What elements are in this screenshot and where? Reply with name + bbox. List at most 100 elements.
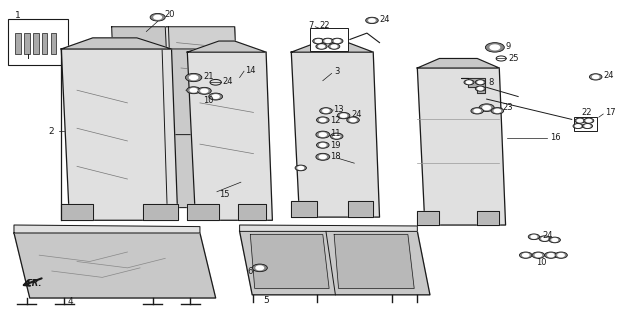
Bar [15, 33, 21, 54]
Circle shape [316, 40, 321, 43]
Circle shape [185, 73, 202, 82]
Circle shape [475, 86, 486, 91]
Circle shape [187, 87, 201, 94]
Text: 24: 24 [351, 110, 361, 119]
Circle shape [341, 114, 347, 117]
Circle shape [331, 45, 337, 48]
Circle shape [316, 142, 329, 148]
Circle shape [313, 38, 324, 44]
Circle shape [585, 125, 590, 127]
Text: 24: 24 [222, 77, 232, 86]
Polygon shape [61, 49, 178, 220]
Circle shape [337, 112, 350, 119]
Polygon shape [417, 68, 506, 225]
Text: 11: 11 [330, 129, 341, 138]
Polygon shape [334, 235, 414, 288]
Circle shape [471, 108, 484, 114]
Circle shape [319, 155, 326, 159]
Text: 17: 17 [605, 108, 616, 117]
Circle shape [584, 118, 594, 123]
Circle shape [544, 252, 557, 258]
Polygon shape [417, 211, 439, 225]
Polygon shape [348, 201, 373, 217]
Circle shape [592, 75, 599, 78]
Text: 10: 10 [536, 258, 546, 267]
Circle shape [542, 237, 548, 240]
Circle shape [322, 38, 334, 44]
Circle shape [586, 119, 591, 122]
Polygon shape [61, 204, 93, 220]
Circle shape [520, 252, 532, 258]
Text: 23: 23 [503, 103, 513, 112]
Circle shape [189, 76, 197, 80]
Circle shape [252, 264, 267, 272]
Polygon shape [187, 41, 266, 52]
Circle shape [475, 80, 486, 85]
Circle shape [523, 253, 529, 257]
Circle shape [474, 109, 480, 112]
Circle shape [197, 87, 211, 94]
Circle shape [325, 40, 330, 43]
Circle shape [369, 19, 375, 22]
Text: 14: 14 [245, 66, 256, 75]
Text: 10: 10 [203, 96, 213, 105]
Circle shape [555, 252, 567, 258]
Text: 3: 3 [334, 67, 339, 76]
Circle shape [573, 124, 583, 129]
Circle shape [552, 238, 558, 241]
Text: FR.: FR. [27, 279, 42, 288]
Polygon shape [187, 204, 219, 220]
Text: 12: 12 [330, 116, 341, 124]
Text: 20: 20 [164, 10, 175, 19]
Text: 21: 21 [203, 72, 213, 81]
Circle shape [479, 104, 494, 111]
Circle shape [589, 74, 602, 80]
Circle shape [548, 253, 554, 257]
Text: 8: 8 [489, 78, 494, 87]
Text: 22: 22 [320, 21, 330, 30]
Text: 15: 15 [219, 190, 229, 199]
Circle shape [350, 118, 356, 122]
Text: 18: 18 [330, 152, 341, 161]
Circle shape [529, 234, 539, 240]
Circle shape [209, 93, 223, 100]
Circle shape [295, 165, 306, 171]
Circle shape [256, 266, 263, 270]
Text: 24: 24 [603, 71, 614, 80]
Circle shape [486, 43, 505, 52]
Bar [573, 117, 597, 132]
Circle shape [298, 166, 304, 169]
Text: 24: 24 [542, 231, 553, 240]
Polygon shape [162, 49, 202, 208]
Circle shape [316, 153, 330, 160]
Polygon shape [14, 225, 200, 233]
Polygon shape [291, 201, 316, 217]
Circle shape [190, 88, 197, 92]
Text: 2: 2 [49, 127, 54, 136]
Bar [310, 28, 348, 51]
Polygon shape [238, 204, 266, 220]
Bar [24, 33, 30, 54]
Circle shape [467, 81, 472, 84]
Circle shape [532, 252, 544, 258]
Text: 13: 13 [334, 105, 344, 114]
Circle shape [539, 236, 550, 242]
Polygon shape [143, 204, 178, 220]
Circle shape [316, 44, 327, 49]
Circle shape [494, 109, 501, 112]
Bar [51, 33, 56, 54]
Polygon shape [250, 235, 329, 288]
Circle shape [535, 253, 541, 257]
Polygon shape [187, 52, 272, 220]
Polygon shape [111, 27, 170, 133]
Circle shape [316, 131, 330, 138]
Bar [33, 33, 39, 54]
Text: 5: 5 [263, 296, 268, 305]
Polygon shape [168, 27, 240, 135]
Circle shape [558, 253, 564, 257]
Circle shape [531, 235, 537, 238]
Text: 7: 7 [308, 21, 314, 30]
Circle shape [330, 133, 343, 140]
Polygon shape [240, 225, 417, 231]
Text: 4: 4 [68, 297, 73, 306]
